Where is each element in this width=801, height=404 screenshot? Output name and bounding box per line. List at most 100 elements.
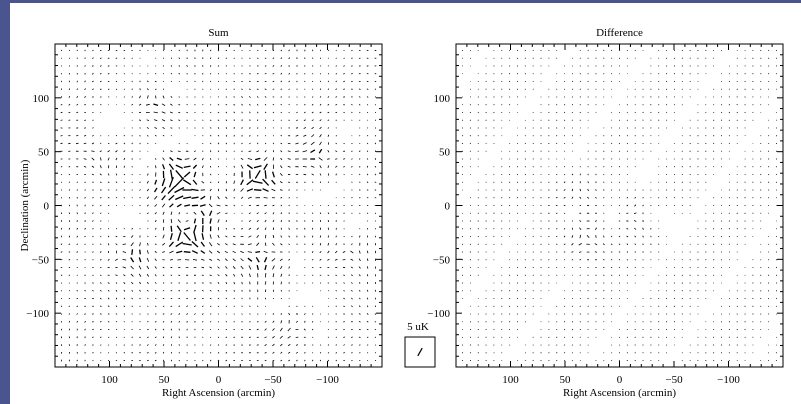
vector-mark <box>170 95 173 98</box>
vector-mark <box>264 273 267 278</box>
vector-mark <box>618 204 621 207</box>
vector-mark <box>178 72 181 75</box>
vector-mark <box>335 359 337 362</box>
vector-mark <box>358 250 361 254</box>
vector-mark <box>563 119 566 121</box>
vector-mark <box>233 150 235 152</box>
vector-mark <box>311 359 314 362</box>
vector-mark <box>131 289 133 292</box>
vector-mark <box>225 281 228 285</box>
vector-mark <box>509 150 511 152</box>
vector-mark <box>183 251 191 253</box>
vector-mark <box>752 181 754 183</box>
vector-mark <box>154 321 157 323</box>
vector-mark <box>177 219 181 223</box>
vector-mark <box>548 166 550 168</box>
vector-mark <box>556 181 558 183</box>
vector-mark <box>327 250 330 254</box>
vector-mark <box>272 80 275 83</box>
vector-mark <box>225 336 228 338</box>
vector-mark <box>532 235 534 238</box>
vector-mark <box>642 104 644 106</box>
vector-mark <box>366 250 369 254</box>
vector-mark <box>571 220 574 222</box>
vector-mark <box>60 251 63 253</box>
vector-mark <box>123 142 126 145</box>
vector-mark <box>744 297 746 300</box>
vector-mark <box>311 328 314 331</box>
vector-mark <box>178 96 180 98</box>
vector-mark <box>681 57 683 59</box>
vector-mark <box>170 336 173 339</box>
vector-mark <box>303 313 306 315</box>
vector-mark <box>84 80 86 83</box>
vector-mark <box>358 274 361 277</box>
vector-mark <box>288 72 290 75</box>
x-tick-label: 0 <box>617 374 623 386</box>
scale-key-box <box>404 336 436 368</box>
vector-mark <box>225 188 227 192</box>
vector-mark <box>374 80 377 83</box>
vector-mark <box>107 313 110 315</box>
vector-mark <box>318 148 323 154</box>
vector-mark <box>107 72 110 75</box>
vector-mark <box>241 127 243 129</box>
vector-mark <box>564 267 566 269</box>
vector-mark <box>107 258 110 261</box>
vector-mark <box>176 225 182 233</box>
vector-mark <box>92 72 94 75</box>
vector-mark <box>217 344 220 346</box>
vector-mark <box>217 351 220 354</box>
vector-mark <box>540 235 542 238</box>
vector-mark <box>579 188 581 192</box>
vector-mark <box>131 359 134 362</box>
vector-mark <box>508 73 511 75</box>
vector-mark <box>295 127 299 129</box>
vector-mark <box>241 103 243 106</box>
vector-mark <box>209 127 212 129</box>
vector-mark <box>366 142 369 145</box>
vector-mark <box>524 305 526 307</box>
vector-mark <box>272 119 275 121</box>
vector-mark <box>578 243 582 246</box>
vector-mark <box>147 305 149 307</box>
vector-mark <box>587 188 589 192</box>
vector-mark <box>287 150 291 152</box>
vector-mark <box>571 251 574 253</box>
vector-mark <box>183 165 191 169</box>
vector-mark <box>91 313 94 315</box>
vector-mark <box>461 243 464 245</box>
vector-mark <box>571 80 574 83</box>
vector-mark <box>342 251 346 253</box>
vector-mark <box>107 181 110 183</box>
vector-mark <box>252 180 263 184</box>
vector-mark <box>241 111 243 114</box>
vector-mark <box>618 189 621 191</box>
vector-mark <box>224 243 228 246</box>
vector-mark <box>272 212 275 215</box>
vector-mark <box>618 135 621 137</box>
vector-mark <box>327 103 330 106</box>
vector-mark <box>736 127 738 129</box>
vector-mark <box>287 344 291 347</box>
vector-mark <box>68 227 70 230</box>
vector-mark <box>225 227 228 230</box>
vector-mark <box>775 251 778 253</box>
vector-mark <box>689 166 691 168</box>
vector-mark <box>681 73 683 75</box>
vector-mark <box>295 142 299 145</box>
vector-mark <box>295 134 299 137</box>
vector-mark <box>272 73 275 75</box>
vector-mark <box>563 235 566 238</box>
vector-mark <box>131 281 134 285</box>
vector-mark <box>225 119 228 122</box>
scale-key-vector <box>417 347 423 357</box>
vector-mark <box>571 313 574 315</box>
vector-mark <box>587 166 589 168</box>
vector-mark <box>351 305 353 308</box>
vector-mark <box>264 344 267 346</box>
vector-mark <box>319 250 322 254</box>
vector-mark <box>477 111 479 114</box>
vector-mark <box>92 259 94 261</box>
vector-mark <box>602 251 605 253</box>
